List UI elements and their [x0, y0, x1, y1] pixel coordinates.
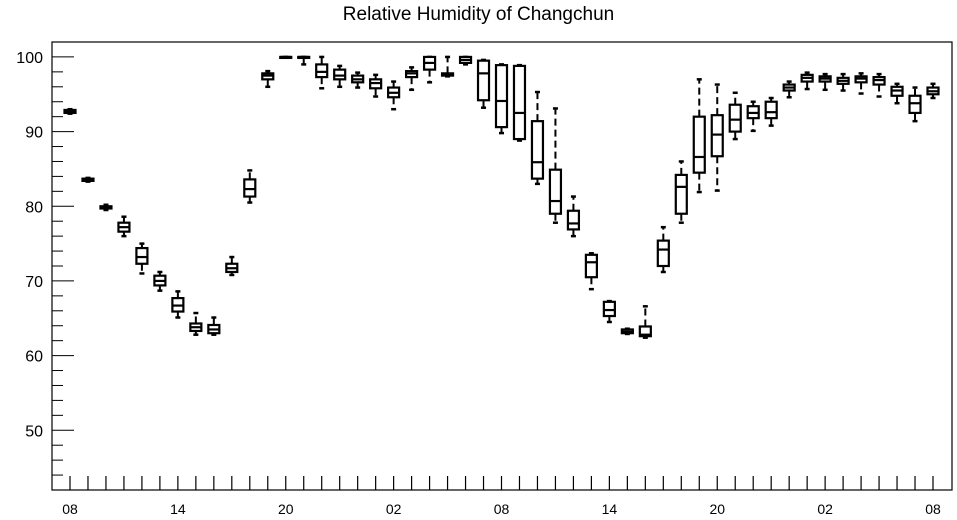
box — [566, 209, 581, 231]
y-tick-label: 50 — [25, 423, 43, 440]
box — [908, 94, 922, 115]
box — [243, 178, 257, 198]
y-tick-label: 60 — [25, 349, 43, 366]
y-tick-label: 90 — [25, 125, 43, 142]
x-tick-label: 20 — [709, 501, 725, 517]
x-tick-label: 14 — [602, 501, 618, 517]
chart-title: Relative Humidity of Changchun — [342, 4, 615, 25]
y-tick-label: 70 — [25, 274, 43, 291]
box — [674, 173, 688, 215]
x-tick-label: 08 — [925, 501, 941, 517]
box — [656, 239, 670, 268]
box — [728, 103, 742, 133]
box — [476, 59, 491, 102]
box — [638, 325, 652, 338]
x-tick-label: 14 — [170, 501, 186, 517]
x-tick-label: 02 — [817, 501, 833, 517]
box — [530, 120, 545, 180]
box — [548, 168, 563, 215]
x-tick-label: 08 — [494, 501, 510, 517]
x-tick-label: 08 — [62, 501, 78, 517]
x-tick-label: 02 — [386, 501, 402, 517]
x-tick-label: 20 — [278, 501, 294, 517]
box — [315, 63, 329, 79]
box — [710, 114, 724, 158]
y-tick-label: 100 — [16, 50, 43, 67]
box — [494, 64, 509, 129]
box — [692, 115, 706, 174]
box — [333, 68, 347, 81]
box — [602, 300, 616, 318]
box — [135, 246, 149, 265]
box — [584, 253, 598, 279]
box — [512, 64, 527, 141]
box — [764, 100, 778, 120]
y-tick-label: 80 — [25, 199, 43, 216]
